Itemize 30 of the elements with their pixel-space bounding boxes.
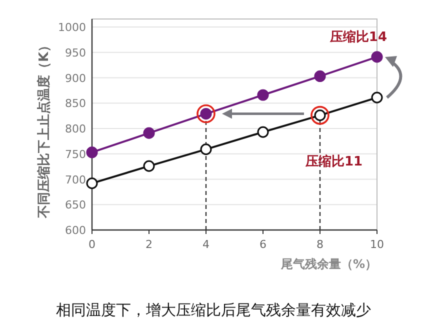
x-tick-label: 6: [260, 238, 266, 251]
point: [371, 92, 383, 104]
y-axis-title: 不同压缩比下上止点温度（K）: [36, 38, 52, 220]
point: [143, 127, 155, 139]
point: [257, 126, 269, 138]
y-tick-label: 800: [65, 122, 86, 136]
text: 相同温度下，增大压缩比后尾气残余量有效减少: [56, 301, 371, 319]
text: 压缩比11: [304, 153, 363, 170]
x-tick-label: 4: [202, 238, 210, 251]
series-label: 压缩比14: [328, 28, 387, 45]
y-tick-label: 900: [65, 72, 86, 85]
point: [371, 51, 383, 63]
y-tick-label: 850: [65, 97, 86, 110]
point: [314, 70, 326, 82]
point: [86, 146, 98, 158]
y-tick-label: 600: [65, 224, 86, 237]
y-tick-label: 650: [65, 198, 86, 212]
point: [143, 160, 155, 172]
y-tick-label: 950: [65, 46, 86, 60]
y-tick-label: 1000: [58, 21, 86, 34]
y-tick-label: 700: [65, 173, 86, 186]
x-tick-label: 0: [88, 238, 96, 251]
point: [200, 144, 212, 156]
x-tick-label: 10: [370, 238, 384, 251]
x-tick-label: 2: [146, 238, 152, 251]
x-tick-label: 8: [316, 238, 324, 251]
y-tick-label: 750: [65, 148, 86, 161]
x-axis-title: 尾气残余量（%）: [280, 257, 377, 271]
point: [257, 89, 269, 101]
point: [86, 178, 98, 190]
